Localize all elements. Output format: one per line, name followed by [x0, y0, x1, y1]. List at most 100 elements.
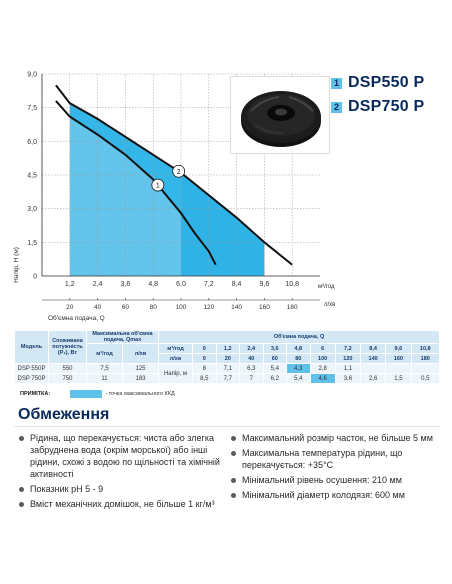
cell-head	[359, 363, 387, 374]
flow-lmin: 160	[385, 353, 412, 364]
series-line-2	[55, 84, 293, 266]
y-tick-label: 1,5	[27, 240, 37, 247]
x-tick-label: 9,6	[260, 281, 270, 288]
x-tick-label: 3,6	[121, 281, 131, 288]
cell-head: 6,2	[262, 373, 287, 384]
header-unit-m3h: м³/год	[158, 343, 193, 354]
efficiency-band-overlap	[69, 103, 181, 214]
cell-head: 1,5	[385, 373, 412, 384]
x-unit-label: м³/год	[318, 284, 335, 290]
x2-tick-label: 80	[150, 304, 158, 311]
list-item: Рідина, що перекачується: чиста або злег…	[18, 432, 223, 480]
legend-number: 2	[331, 101, 342, 113]
cell-head	[385, 363, 412, 374]
flow-m3h: 6	[309, 343, 336, 354]
header-unit-m3h: м³/год	[86, 343, 123, 364]
header-flow: Об'ємна подача, Q	[158, 330, 440, 344]
flow-m3h: 4,8	[286, 343, 311, 354]
list-item: Мінімальний рівень осушення: 210 мм	[230, 474, 440, 486]
header-model: Модель	[14, 330, 49, 364]
legend-model: DSP550 P	[348, 74, 425, 91]
limits-list-left: Рідина, що перекачується: чиста або злег…	[18, 432, 223, 513]
cell-qmax-lmin: 183	[122, 373, 159, 384]
efficiency-band-2	[181, 172, 265, 276]
cell-head: 2,6	[359, 373, 387, 384]
flow-m3h: 9,6	[385, 343, 412, 354]
cell-head: 7,7	[215, 373, 240, 384]
series-marker-2-circle	[172, 164, 186, 178]
y-tick-label: 7,5	[27, 105, 37, 112]
cell-head: 6,3	[239, 363, 264, 374]
spec-table: Модель Споживана потужність (P₁), Вт Мак…	[14, 330, 440, 384]
x-tick-label: 8,4	[232, 281, 242, 288]
x2-tick-label: 60	[122, 304, 130, 311]
flow-m3h: 3,6	[262, 343, 287, 354]
list-item: Мінімальний діаметр колодязя: 600 мм	[230, 489, 440, 501]
cell-power: 750	[48, 373, 87, 384]
flow-lmin: 20	[215, 353, 240, 364]
x2-tick-label: 180	[287, 304, 298, 311]
limits-list-right: Максимальний розмір часток, не більше 5 …	[230, 432, 440, 504]
cell-head: 8,5	[192, 373, 217, 384]
cell-head-max-efficiency: 4,3	[286, 363, 311, 374]
cell-power: 550	[48, 363, 87, 374]
x-tick-label: 1,2	[65, 281, 75, 288]
x2-tick-label: 120	[203, 304, 214, 311]
section-title: Обмеження	[18, 406, 110, 423]
performance-chart: 1 2 0 1,5 3,0 4,5 6,0 7,5 9,0 1,2 2,4 3,6 4,8 6,0 7,2 8…	[0, 60, 340, 323]
x-tick-label: 6,0	[176, 281, 186, 288]
cell-qmax-m3h: 11	[86, 373, 123, 384]
list-item: Максимальна температура рідини, що перек…	[230, 447, 440, 471]
list-item: Максимальний розмір часток, не більше 5 …	[230, 432, 440, 444]
x-tick-label: 10,8	[285, 281, 299, 288]
flow-lmin: 100	[309, 353, 336, 364]
chart-legend: 1 DSP550 P 2 DSP750 P	[331, 71, 424, 119]
legend-model: DSP750 P	[348, 98, 425, 115]
cell-head: 3,6	[334, 373, 362, 384]
series-line-1	[55, 100, 217, 266]
series-marker-1-circle	[151, 178, 165, 192]
list-item: Вміст механічних домішок, не більше 1 кг…	[18, 498, 223, 510]
legend-number: 1	[331, 77, 342, 89]
x-tick-label: 2,4	[93, 281, 103, 288]
note-label: ПРИМІТКА:	[20, 391, 51, 397]
cell-head: 2,8	[309, 363, 336, 374]
x2-tick-label: 100	[176, 304, 187, 311]
cell-head: 7,1	[215, 363, 240, 374]
header-maxflow: Максимальна об'ємна подача, Qmax	[86, 330, 159, 344]
list-item: Показник рН 5 - 9	[18, 483, 223, 495]
series-marker-1-label: 1	[156, 183, 160, 190]
cell-head	[410, 363, 440, 374]
cell-model: DSP 550P	[14, 363, 49, 374]
y-tick-label: 3,0	[27, 206, 37, 213]
cell-qmax-m3h: 7,5	[86, 363, 123, 374]
flow-lmin: 140	[359, 353, 387, 364]
flow-m3h: 0	[192, 343, 217, 354]
note-swatch	[70, 390, 103, 398]
flow-m3h: 2,4	[239, 343, 264, 354]
legend-item: 1 DSP550 P	[331, 71, 424, 95]
cell-head-max-efficiency: 4,6	[309, 373, 336, 384]
flow-lmin: 80	[286, 353, 311, 364]
cell-head: 7	[239, 373, 264, 384]
x2-tick-label: 40	[94, 304, 102, 311]
cell-head: 0,5	[410, 373, 440, 384]
header-unit-lmin: л/хв	[122, 343, 159, 364]
y-tick-label: 4,5	[27, 173, 37, 180]
note-text: - точка максимального ККД	[105, 391, 175, 397]
cell-head: 5,4	[286, 373, 311, 384]
x2-unit-label: л/хв	[324, 302, 335, 308]
x2-tick-label: 20	[66, 304, 74, 311]
flow-lmin: 40	[239, 353, 264, 364]
y-tick-label: 6,0	[27, 139, 37, 146]
x2-tick-label: 140	[231, 304, 242, 311]
y-tick-label: 9,0	[27, 72, 37, 79]
flow-lmin: 180	[410, 353, 440, 364]
cell-head: 1,1	[334, 363, 362, 374]
flow-lmin: 0	[192, 353, 217, 364]
x-tick-label: 4,8	[148, 281, 158, 288]
table-row: DSP 550P 550 7,5 125 Напір, м 8 7,1 6,3 …	[14, 363, 440, 384]
y-axis-title: Напір, Н (м)	[12, 247, 20, 283]
x2-tick-label: 160	[259, 304, 270, 311]
impeller-image	[230, 76, 330, 154]
